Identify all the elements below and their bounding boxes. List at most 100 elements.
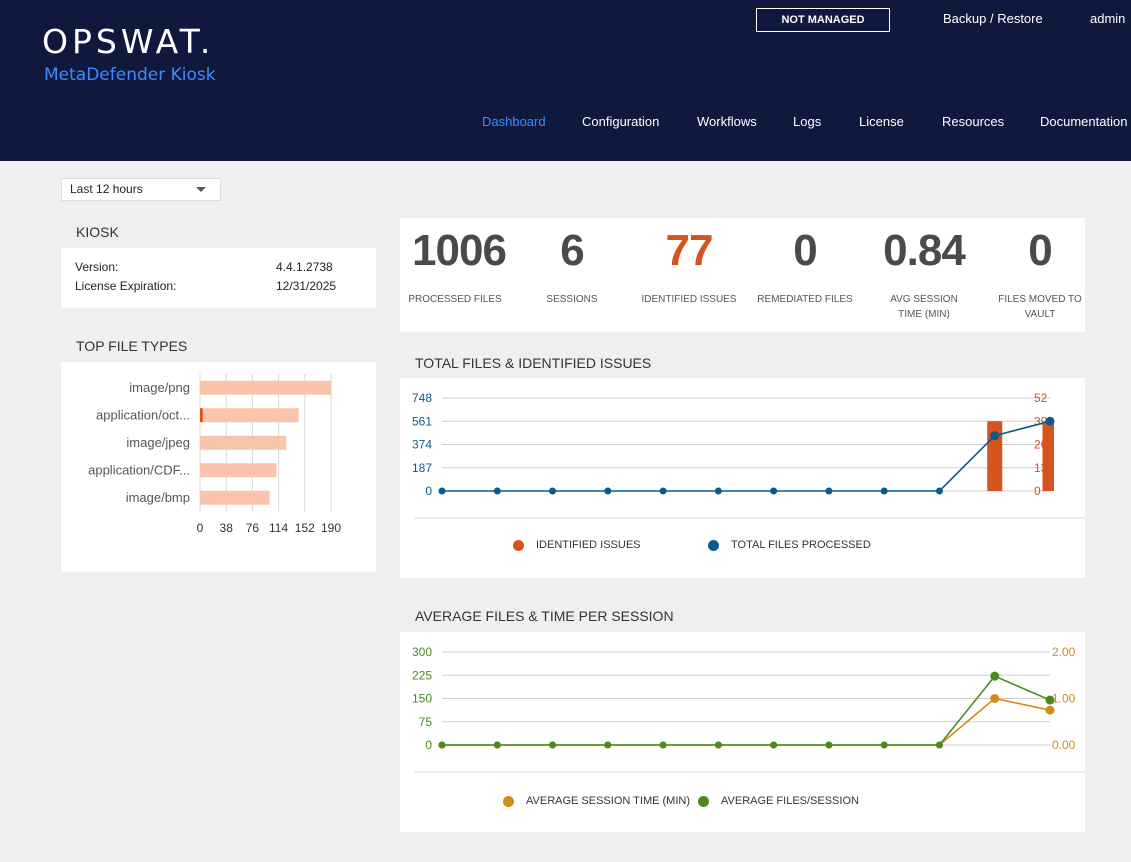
file-types-x-tick-label: 152 bbox=[295, 521, 315, 535]
series-point bbox=[438, 741, 446, 749]
nav-workflows[interactable]: Workflows bbox=[697, 114, 757, 129]
legend-avg-session-time-label[interactable]: AVERAGE SESSION TIME (MIN) bbox=[526, 795, 691, 807]
stat-sessions-value: 6 bbox=[560, 226, 584, 275]
kiosk-info-panel: Version: 4.4.1.2738 License Expiration: … bbox=[61, 248, 376, 308]
stat-identified-issues-value: 77 bbox=[665, 226, 714, 275]
stat-files-vault-label: FILES MOVED TO VAULT bbox=[998, 294, 1082, 320]
time-range-value: Last 12 hours bbox=[70, 182, 143, 196]
series-point bbox=[493, 741, 501, 749]
series-line bbox=[442, 420, 1051, 492]
legend-avg-files-label[interactable]: AVERAGE FILES/SESSION bbox=[721, 795, 859, 807]
y-left-tick-label: 187 bbox=[412, 461, 432, 475]
legend-identified-issues-label[interactable]: IDENTIFIED ISSUES bbox=[536, 539, 641, 551]
series-point bbox=[825, 487, 833, 495]
y-left-tick-label: 300 bbox=[412, 645, 432, 659]
legend-avg-files-icon[interactable] bbox=[698, 796, 709, 807]
time-range-select[interactable]: Last 12 hours bbox=[61, 178, 221, 201]
y-right-tick-label: 1.00 bbox=[1052, 692, 1076, 706]
nav-logs[interactable]: Logs bbox=[793, 114, 822, 129]
file-types-x-tick-label: 38 bbox=[220, 521, 234, 535]
stat-remediated-files-value: 0 bbox=[793, 226, 817, 275]
stat-processed-files-value: 1006 bbox=[412, 226, 507, 275]
series-point bbox=[549, 741, 557, 749]
version-value: 4.4.1.2738 bbox=[276, 260, 333, 274]
legend-total-files-icon[interactable] bbox=[708, 540, 719, 551]
issues-bar bbox=[1042, 421, 1054, 491]
file-type-bar bbox=[200, 380, 331, 395]
series-point bbox=[825, 741, 833, 749]
stat-avg-session-time-value: 0.84 bbox=[883, 226, 966, 275]
file-type-bar bbox=[200, 435, 287, 450]
nav-license[interactable]: License bbox=[859, 114, 904, 129]
series-point bbox=[1045, 695, 1055, 705]
avg-files-chart-title: AVERAGE FILES & TIME PER SESSION bbox=[415, 608, 674, 624]
legend-avg-session-time-icon[interactable] bbox=[503, 796, 514, 807]
series-point bbox=[659, 741, 667, 749]
series-point bbox=[493, 487, 501, 495]
y-left-tick-label: 0 bbox=[425, 484, 432, 498]
series-point bbox=[990, 694, 1000, 703]
file-type-bar bbox=[200, 490, 270, 505]
series-point bbox=[770, 741, 778, 749]
nav-dashboard[interactable]: Dashboard bbox=[482, 114, 546, 129]
file-types-x-tick-label: 76 bbox=[246, 521, 260, 535]
series-point bbox=[935, 741, 943, 749]
y-right-tick-label: 2.00 bbox=[1052, 645, 1076, 659]
avg-files-chart: 300 225 150 75 0 2.00 1.00 0.00 bbox=[412, 645, 1085, 773]
series-line bbox=[442, 675, 1051, 746]
y-left-tick-label: 75 bbox=[419, 715, 433, 729]
file-type-category-label: application/CDF... bbox=[88, 462, 190, 477]
user-menu[interactable]: admin bbox=[1090, 11, 1126, 26]
stat-remediated-files-label: REMEDIATED FILES bbox=[757, 294, 853, 305]
stat-identified-issues-label: IDENTIFIED ISSUES bbox=[641, 294, 737, 305]
series-point bbox=[880, 487, 888, 495]
y-left-tick-label: 748 bbox=[412, 391, 432, 405]
nav-documentation[interactable]: Documentation bbox=[1040, 114, 1128, 129]
backup-restore-link[interactable]: Backup / Restore bbox=[943, 11, 1043, 26]
y-right-tick-label: 52 bbox=[1034, 391, 1048, 405]
series-point bbox=[990, 431, 1000, 441]
avg-files-panel: 300 225 150 75 0 2.00 1.00 0.00 AVERAGE SESSION… bbox=[400, 632, 1085, 832]
total-files-panel: 748 561 374 187 0 52 39 26 13 0 IDENTIFIED ISSUES… bbox=[400, 378, 1085, 578]
product-name: MetaDefender Kiosk bbox=[44, 65, 216, 85]
legend-identified-issues-icon[interactable] bbox=[513, 540, 524, 551]
file-type-category-label: image/jpeg bbox=[126, 435, 190, 450]
nav-configuration[interactable]: Configuration bbox=[582, 114, 660, 129]
series-point bbox=[1045, 416, 1055, 426]
series-point bbox=[604, 741, 612, 749]
managed-status-button[interactable]: NOT MANAGED bbox=[756, 8, 890, 32]
series-point bbox=[659, 487, 667, 495]
file-types-x-tick-label: 190 bbox=[321, 521, 341, 535]
chevron-down-icon bbox=[196, 187, 206, 192]
stat-files-vault-value: 0 bbox=[1028, 226, 1052, 275]
y-left-tick-label: 150 bbox=[412, 692, 432, 706]
legend-total-files-label[interactable]: TOTAL FILES PROCESSED bbox=[731, 539, 871, 551]
kiosk-section-title: KIOSK bbox=[76, 224, 119, 240]
top-file-types-chart: 0 38 76 114 152 190 image/png application/oct..… bbox=[88, 374, 341, 535]
nav-resources[interactable]: Resources bbox=[942, 114, 1005, 129]
version-label: Version: bbox=[75, 260, 119, 274]
y-left-tick-label: 374 bbox=[412, 438, 432, 452]
series-point bbox=[880, 741, 888, 749]
stat-avg-session-time-label: AVG SESSION TIME (MIN) bbox=[890, 294, 958, 320]
file-type-category-label: application/oct... bbox=[96, 407, 190, 422]
top-file-types-panel: 0 38 76 114 152 190 image/png application/oct..… bbox=[61, 362, 376, 572]
series-point bbox=[438, 487, 446, 495]
file-type-bar bbox=[200, 408, 299, 423]
y-right-tick-label: 0.00 bbox=[1052, 738, 1076, 752]
series-point bbox=[714, 487, 722, 495]
series-point bbox=[714, 741, 722, 749]
y-right-tick-label: 0 bbox=[1034, 484, 1041, 498]
series-point bbox=[1045, 705, 1055, 715]
stat-sessions-label: SESSIONS bbox=[546, 294, 598, 305]
opswat-logo[interactable]: OPSWAT. bbox=[42, 22, 215, 61]
license-expiration-label: License Expiration: bbox=[75, 279, 177, 293]
series-point bbox=[604, 487, 612, 495]
y-left-tick-label: 0 bbox=[425, 738, 432, 752]
series-point bbox=[990, 671, 1000, 681]
app-header: OPSWAT. MetaDefender Kiosk NOT MANAGED B… bbox=[0, 0, 1131, 161]
file-type-category-label: image/png bbox=[129, 380, 190, 395]
series-point bbox=[935, 487, 943, 495]
total-files-chart-title: TOTAL FILES & IDENTIFIED ISSUES bbox=[415, 355, 652, 371]
